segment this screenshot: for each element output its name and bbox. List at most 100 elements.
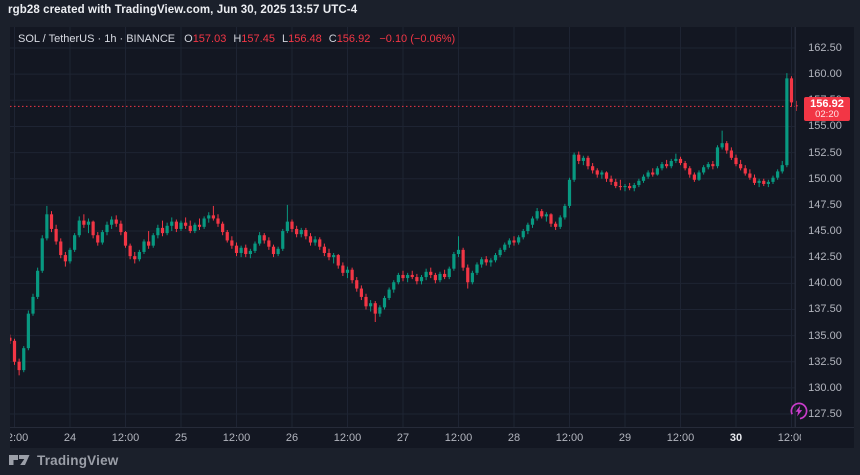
candle-body (230, 240, 234, 246)
candle-body (641, 176, 646, 181)
candle-body (105, 224, 109, 233)
candle-body (373, 303, 377, 314)
candle-body (410, 274, 414, 278)
candle-body (632, 185, 636, 189)
candle-body (743, 168, 747, 174)
price-tick-label: 160.00 (808, 68, 842, 81)
candle-body (49, 214, 54, 229)
candle-body (757, 180, 761, 183)
candle-body (595, 170, 599, 175)
candle-body (762, 180, 766, 184)
candle-body (77, 220, 81, 236)
candle-body (517, 237, 521, 243)
candle-body (623, 186, 627, 188)
candle-body (748, 173, 752, 178)
candle-body (433, 274, 437, 281)
price-tick-label: 145.00 (808, 225, 842, 238)
price-tick-label: 150.00 (808, 172, 842, 185)
candle-body (285, 221, 289, 232)
ohlc-values: O 157.03 H 157.45 L 156.48 C 156.92 (184, 33, 370, 45)
candle-body (86, 221, 91, 225)
candle-body (720, 143, 724, 148)
candle-countdown: 02:20 (815, 109, 839, 120)
candle-body (461, 249, 465, 268)
time-tick-label: 12:00 (10, 432, 29, 444)
price-axis[interactable]: 162.50160.00157.50155.00152.50150.00147.… (795, 27, 854, 427)
candle-body (253, 243, 257, 251)
candle-body (332, 255, 336, 258)
candle-body (91, 221, 95, 236)
candle-body (184, 222, 188, 226)
candle-body (100, 232, 104, 243)
candle-body (771, 177, 775, 182)
price-tick-label: 142.50 (808, 251, 842, 264)
candle-body (406, 274, 410, 279)
price-tick-label: 132.50 (808, 355, 842, 368)
candle-body (609, 178, 613, 182)
candle-body (313, 239, 317, 243)
candle-body (114, 219, 118, 224)
ohlc-open: O 157.03 (184, 32, 227, 45)
candle-body (729, 150, 733, 158)
candle-body (26, 313, 30, 349)
candle-body (415, 277, 419, 282)
candle-body (128, 245, 132, 257)
candle-body (549, 214, 553, 224)
time-tick-label: 12:00 (222, 432, 251, 444)
candle-body (202, 218, 206, 227)
candle-body (234, 245, 239, 253)
candle-body (156, 227, 160, 236)
candle-body (290, 221, 294, 229)
candle-body (526, 224, 530, 232)
ohlc-high: H 157.45 (233, 32, 275, 45)
candle-body (697, 172, 701, 180)
time-tick-label: 27 (396, 432, 410, 444)
candle-body (299, 229, 303, 235)
candle-body (706, 164, 710, 168)
candle-body (82, 220, 86, 225)
attribution-text: rgb28 created with TradingView.com, Jun … (8, 4, 358, 16)
candle-body (401, 274, 405, 279)
candle-body (567, 179, 572, 206)
candle-body (318, 239, 322, 247)
candlestick-plot[interactable] (10, 27, 854, 427)
candle-body (480, 259, 484, 265)
candle-body (31, 296, 35, 314)
candle-body (147, 241, 151, 246)
tradingview-logo[interactable]: TradingView (8, 450, 118, 470)
candle-body (392, 282, 396, 290)
candle-body (503, 244, 507, 250)
time-axis[interactable]: 12:00 24 12:00 25 12:00 26 12:00 27 12:00 28 12:00… (10, 427, 854, 448)
candle-body (308, 236, 313, 243)
candle-body (271, 246, 276, 255)
lightning-bolt-icon[interactable] (789, 401, 809, 421)
price-tick-label: 147.50 (808, 198, 842, 211)
candle-body (424, 271, 428, 278)
candle-body (637, 180, 641, 186)
candle-body (563, 205, 567, 218)
candle-body (350, 269, 354, 281)
price-tick-label: 137.50 (808, 303, 842, 316)
candle-body (341, 265, 345, 273)
candle-body (193, 224, 197, 232)
tradingview-logo-text: TradingView (37, 452, 119, 468)
last-price-value: 156.92 (810, 98, 844, 110)
time-tick-label: 12:00 (111, 432, 140, 444)
candle-body (244, 247, 248, 255)
time-tick-label: 29 (618, 432, 632, 444)
ohlc-low: L 156.48 (281, 32, 322, 45)
candle-body (540, 211, 544, 217)
symbol-title[interactable]: SOL / TetherUS · 1h · BINANCE (18, 32, 176, 45)
candle-body (160, 227, 165, 234)
candle-body (554, 223, 558, 227)
candle-body (794, 105, 798, 107)
candle-body (734, 157, 738, 165)
candle-body (364, 296, 368, 307)
tradingview-logo-icon (9, 455, 30, 465)
candle-body (216, 218, 220, 224)
candle-body (281, 231, 285, 249)
candle-body (73, 235, 77, 250)
